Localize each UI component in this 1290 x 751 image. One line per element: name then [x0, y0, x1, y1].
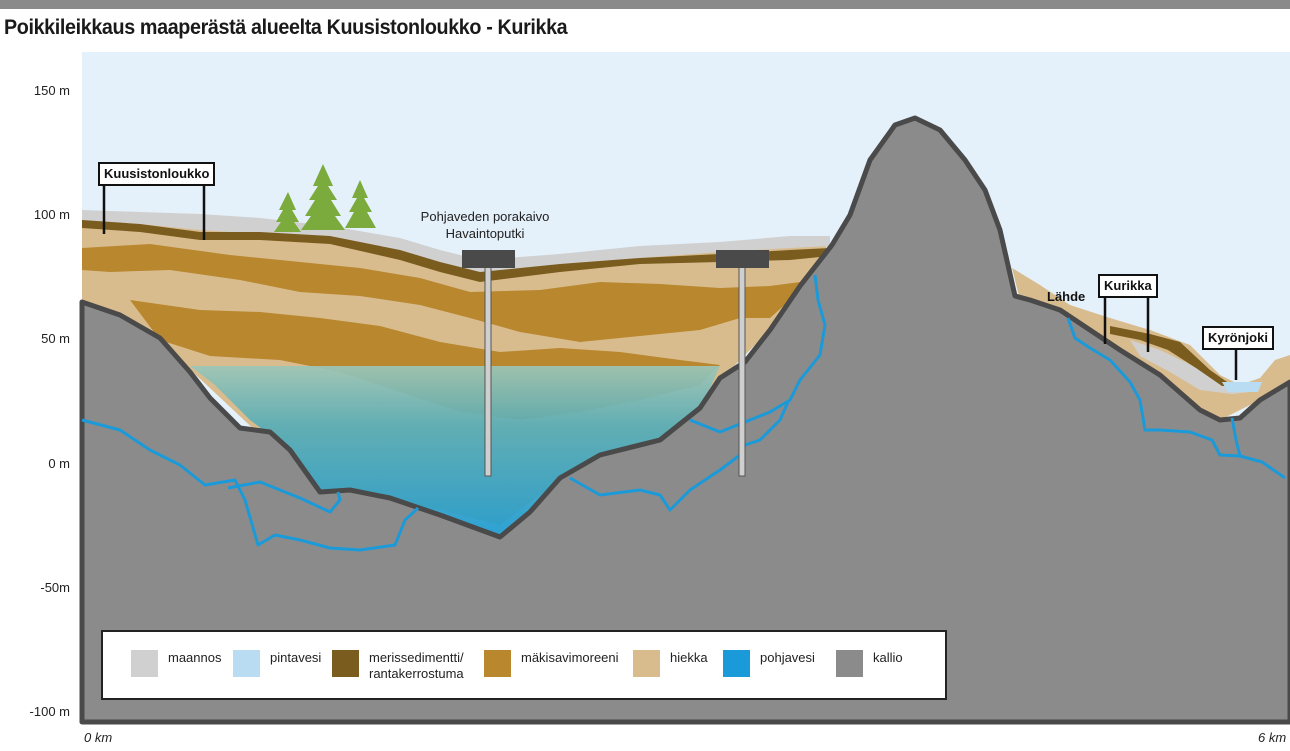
legend: maannos pintavesi merissedimentti/ ranta… [101, 630, 947, 700]
y-tick-100: 100 m [33, 207, 70, 222]
groundwater-line-left-2 [227, 480, 342, 514]
legend-swatch [484, 650, 511, 677]
legend-item-makisavimoreeni: mäkisavimoreeni [484, 650, 619, 677]
groundwater-line-channel [689, 274, 827, 434]
y-tick-minus50: -50m [40, 580, 70, 595]
groundwater-line-left [81, 418, 420, 552]
legend-item-pintavesi: pintavesi [233, 650, 321, 677]
legend-label: pintavesi [270, 650, 322, 665]
legend-item-merissedimentti: merissedimentti/ rantakerrostuma [332, 650, 464, 682]
label-kyronjoki: Kyrönjoki [1202, 326, 1274, 350]
legend-swatch [723, 650, 750, 677]
legend-label: maannos [168, 650, 222, 665]
label-well-line2: Havaintoputki [445, 226, 525, 241]
x-end-label: 6 km [1258, 730, 1287, 745]
legend-swatch [633, 650, 660, 677]
legend-label: kallio [873, 650, 903, 665]
top-bar [0, 0, 1290, 9]
legend-item-pohjavesi: pohjavesi [723, 650, 815, 677]
legend-item-hiekka: hiekka [633, 650, 708, 677]
y-tick-minus100: -100 m [29, 704, 70, 719]
legend-item-maannos: maannos [131, 650, 221, 677]
legend-item-kallio: kallio [836, 650, 903, 677]
surface-water-kyronjoki [1222, 382, 1262, 392]
y-tick-50: 50 m [41, 331, 70, 346]
x-start-label: 0 km [84, 730, 113, 745]
marine-sediment-left [82, 220, 830, 282]
groundwater-line-mid [569, 401, 790, 512]
label-well-line1: Pohjaveden porakaivo [420, 209, 550, 224]
bedrock [79, 115, 1290, 725]
groundwater-line-right [1066, 317, 1286, 480]
label-kurikka: Kurikka [1098, 274, 1158, 298]
legend-label: mäkisavimoreeni [521, 650, 619, 665]
legend-label: hiekka [670, 650, 708, 665]
groundwater-basin [190, 366, 720, 535]
soil-top-left [82, 210, 830, 274]
y-tick-0: 0 m [48, 456, 70, 471]
legend-swatch [332, 650, 359, 677]
page-title: Poikkileikkaus maaperästä alueelta Kuusi… [4, 16, 568, 39]
legend-swatch [836, 650, 863, 677]
label-lahde: Lähde [1047, 289, 1086, 304]
legend-label: merissedimentti/ rantakerrostuma [369, 650, 464, 681]
groundwater-lines [81, 274, 1286, 552]
observation-tube-right [716, 250, 769, 477]
marine-sediment-right [1110, 326, 1240, 386]
drilled-well-left [462, 250, 515, 477]
legend-swatch [131, 650, 158, 677]
legend-label: pohjavesi [760, 650, 815, 665]
tree-icon [274, 164, 376, 232]
label-posts [102, 186, 1238, 380]
label-well: Pohjaveden porakaivo Havaintoputki [410, 208, 560, 242]
y-tick-150: 150 m [33, 83, 70, 98]
label-kuusistonloukko: Kuusistonloukko [98, 162, 216, 186]
moraine-band-1 [82, 244, 800, 342]
groundwater-line-right-2 [1230, 417, 1242, 457]
legend-swatch [233, 650, 260, 677]
